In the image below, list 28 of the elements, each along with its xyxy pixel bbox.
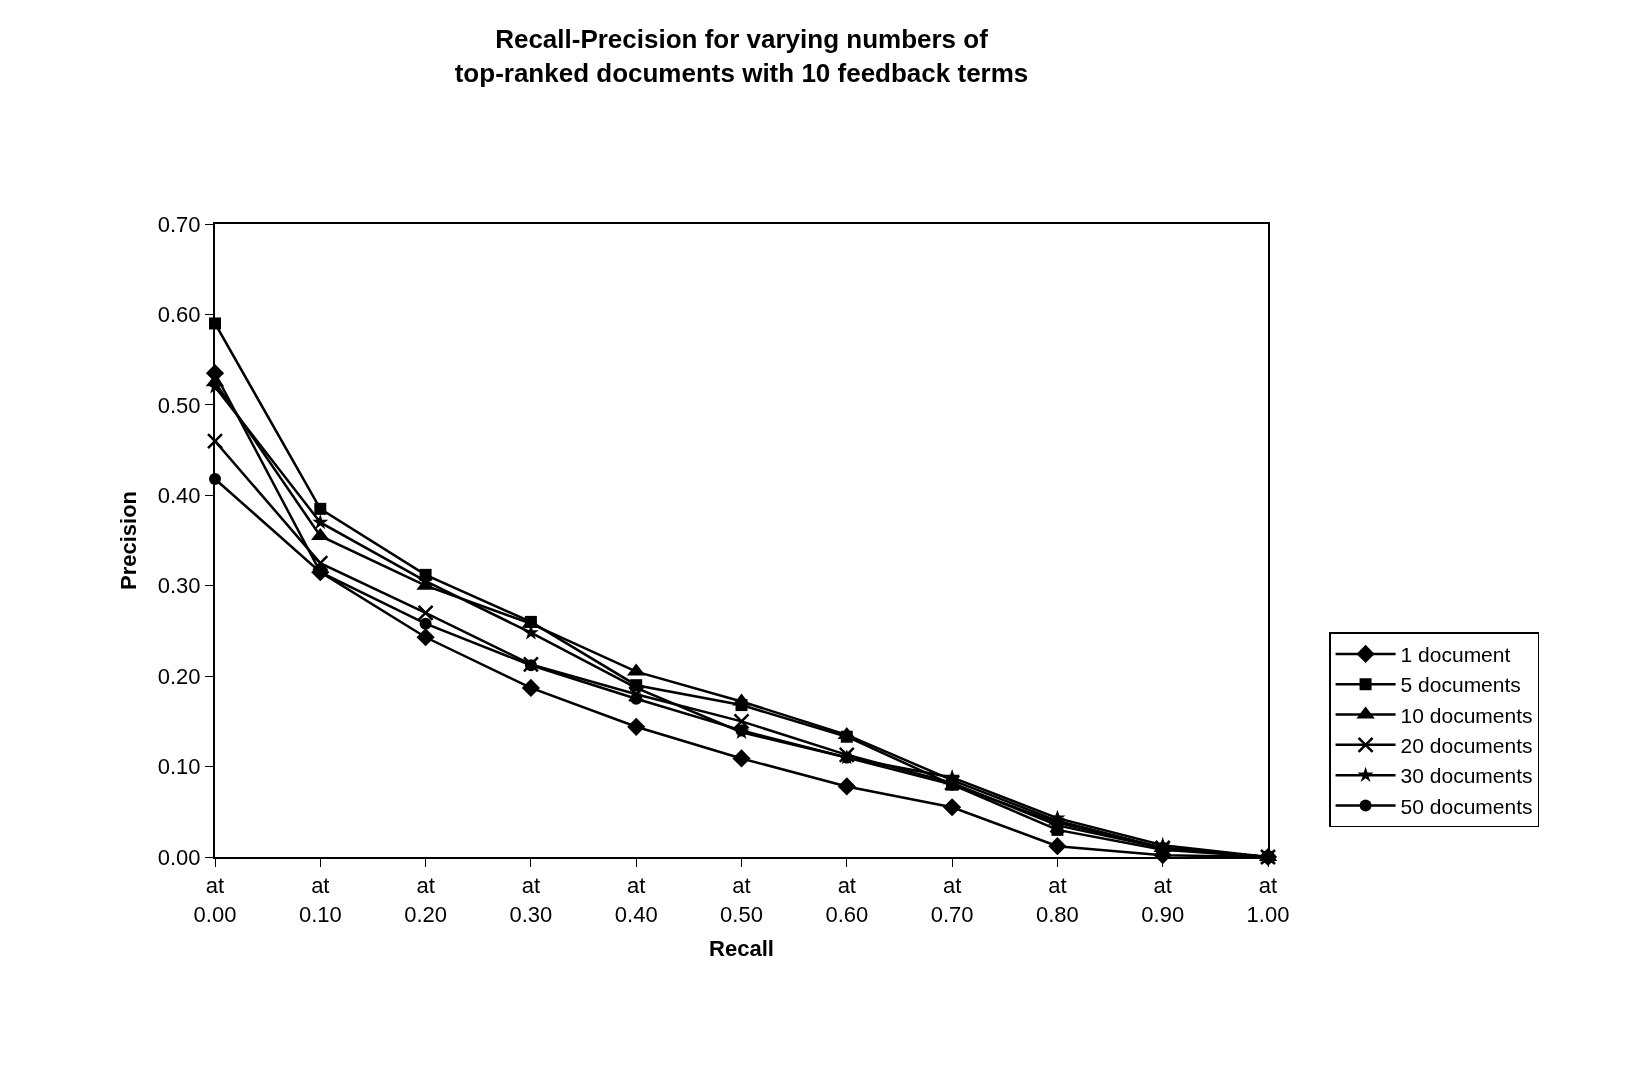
y-tick-label: 0.10: [157, 754, 201, 780]
x-tick-label: at 0.50: [720, 873, 763, 927]
chart-title: Recall-Precision for varying numbers of top-ranked documents with 10 feedback terms: [454, 24, 1029, 89]
x-tick-label: at 0.10: [298, 873, 342, 927]
y-axis-title: Precision: [116, 490, 142, 591]
x-tick-label: at 0.90: [1141, 873, 1185, 927]
x-tick-label: at 0.60: [825, 873, 869, 927]
x-tick-label: at 0.40: [614, 873, 658, 927]
x-tick-label: at 0.80: [1035, 873, 1079, 927]
y-tick-label: 0.40: [157, 482, 201, 508]
y-tick-label: 0.70: [157, 211, 201, 237]
x-axis-title: Recall: [709, 936, 774, 962]
x-tick-label: at 0.00: [193, 873, 237, 927]
y-tick-label: 0.50: [157, 392, 201, 418]
x-tick-label: at 0.70: [930, 873, 974, 927]
y-tick-label: 0.00: [157, 844, 201, 870]
y-tick-label: 0.20: [157, 663, 201, 689]
y-tick-label: 0.60: [157, 302, 201, 328]
x-tick-label: at 1.00: [1246, 873, 1290, 927]
x-tick-label: at 0.30: [509, 873, 553, 927]
legend-label: 5 documents: [1400, 673, 1521, 697]
y-tick-label: 0.30: [157, 573, 201, 599]
legend-label: 10 documents: [1400, 703, 1533, 727]
legend-label: 50 documents: [1400, 794, 1533, 818]
legend-label: 20 documents: [1400, 734, 1533, 758]
x-tick-label: at 0.20: [404, 873, 448, 927]
legend-label: 30 documents: [1400, 764, 1533, 788]
legend-label: 1 document: [1400, 643, 1511, 667]
